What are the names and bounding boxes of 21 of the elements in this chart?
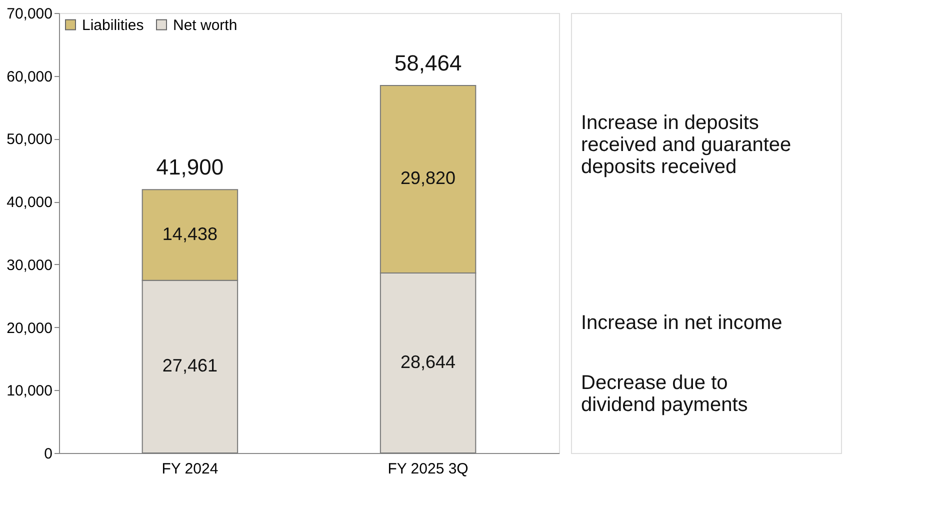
- legend-label: Liabilities: [82, 16, 144, 34]
- legend-label: Net worth: [173, 16, 238, 34]
- data-label: 29,820: [400, 168, 456, 188]
- y-tick-label: 70,000: [6, 6, 52, 22]
- data-label: 14,438: [162, 224, 218, 244]
- y-tick-label: 20,000: [6, 320, 52, 337]
- y-tick-label: 50,000: [6, 131, 52, 148]
- x-tick-label: FY 2025 3Q: [388, 460, 468, 478]
- y-tick-label: 0: [44, 446, 52, 462]
- text: Decrease due to dividend payments: [581, 372, 748, 416]
- y-tick-label: 10,000: [6, 382, 52, 400]
- text: Increase in deposits received and guarantee deposits received: [581, 112, 792, 178]
- data-label: 27,461: [162, 356, 218, 376]
- y-tick-label: 60,000: [6, 68, 52, 86]
- data-label: 28,644: [400, 352, 456, 372]
- x-tick-label: FY 2024: [162, 460, 218, 478]
- y-tick-label: 40,000: [6, 194, 52, 212]
- total-label: 41,900: [156, 154, 224, 180]
- y-tick-label: 30,000: [6, 256, 52, 274]
- total-label: 58,464: [394, 50, 462, 76]
- text: Increase in net income: [581, 312, 782, 334]
